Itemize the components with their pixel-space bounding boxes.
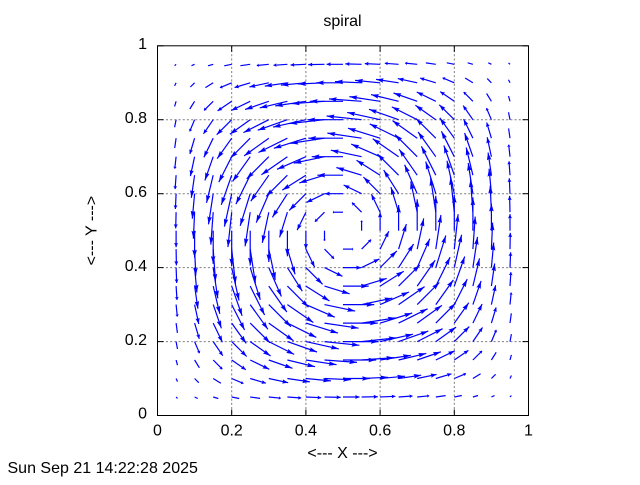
- svg-text:0.2: 0.2: [125, 332, 147, 349]
- svg-text:0.4: 0.4: [125, 258, 147, 275]
- svg-text:0.2: 0.2: [221, 423, 243, 440]
- svg-text:<--- X --->: <--- X --->: [307, 445, 377, 462]
- svg-text:0.8: 0.8: [443, 423, 465, 440]
- svg-text:0: 0: [153, 423, 162, 440]
- svg-text:0.4: 0.4: [295, 423, 317, 440]
- svg-text:0.8: 0.8: [125, 110, 147, 127]
- svg-text:0: 0: [138, 406, 147, 423]
- svg-text:Sun Sep 21 14:22:28 2025: Sun Sep 21 14:22:28 2025: [8, 460, 198, 477]
- svg-text:<--- Y --->: <--- Y --->: [84, 196, 101, 266]
- svg-text:spiral: spiral: [323, 13, 361, 30]
- svg-text:0.6: 0.6: [369, 423, 391, 440]
- svg-text:1: 1: [524, 423, 533, 440]
- svg-text:1: 1: [138, 36, 147, 53]
- svg-text:0.6: 0.6: [125, 184, 147, 201]
